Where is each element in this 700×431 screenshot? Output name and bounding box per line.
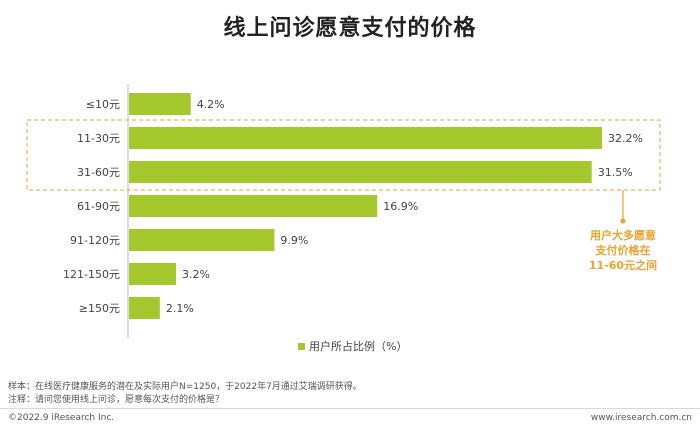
legend-swatch: [298, 342, 305, 350]
bar: [129, 229, 275, 251]
bar: [129, 195, 378, 217]
chart-legend: 用户所占比例（%）: [298, 338, 407, 354]
category-label: 61-90元: [77, 200, 120, 213]
category-label: ≤10元: [86, 98, 120, 111]
value-label: 2.1%: [166, 302, 194, 315]
value-label: 32.2%: [608, 132, 643, 145]
value-label: 9.9%: [280, 234, 308, 247]
category-label: 91-120元: [70, 234, 120, 247]
copyright: ©2022.9 iResearch Inc.: [8, 413, 115, 423]
bar: [129, 127, 602, 149]
category-label: ≥150元: [79, 302, 120, 315]
notes: 样本：在线医疗健康服务的潜在及实际用户N=1250，于2022年7月通过艾瑞调研…: [8, 381, 362, 407]
annotation-line-2: 支付价格在: [595, 244, 651, 257]
annotation-line-3: 11-60元之间: [588, 259, 658, 272]
bar: [129, 263, 177, 285]
category-label: 31-60元: [77, 166, 120, 179]
category-label: 11-30元: [77, 132, 120, 145]
value-label: 4.2%: [197, 98, 225, 111]
value-label: 16.9%: [383, 200, 418, 213]
value-label: 3.2%: [182, 268, 210, 281]
chart-title: 线上问诊愿意支付的价格: [223, 16, 477, 41]
category-label: 121-150元: [63, 268, 120, 281]
legend-label: 用户所占比例（%）: [309, 340, 408, 353]
value-label: 31.5%: [598, 166, 633, 179]
annotation-line-1: 用户大多愿意: [590, 229, 656, 242]
annotation-dot: [620, 218, 626, 224]
annotation-callout: 用户大多愿意 支付价格在 11-60元之间: [587, 228, 659, 273]
website-url: www.iresearch.com.cn: [590, 413, 692, 423]
bar: [129, 297, 160, 319]
bar: [129, 93, 191, 115]
remark-note: 注释：请问您使用线上问诊，愿意每次支付的价格是？: [8, 395, 225, 405]
footer-divider: [0, 408, 700, 409]
sample-note: 样本：在线医疗健康服务的潜在及实际用户N=1250，于2022年7月通过艾瑞调研…: [8, 382, 362, 392]
bar: [129, 161, 592, 183]
highlight-box: [26, 119, 661, 191]
